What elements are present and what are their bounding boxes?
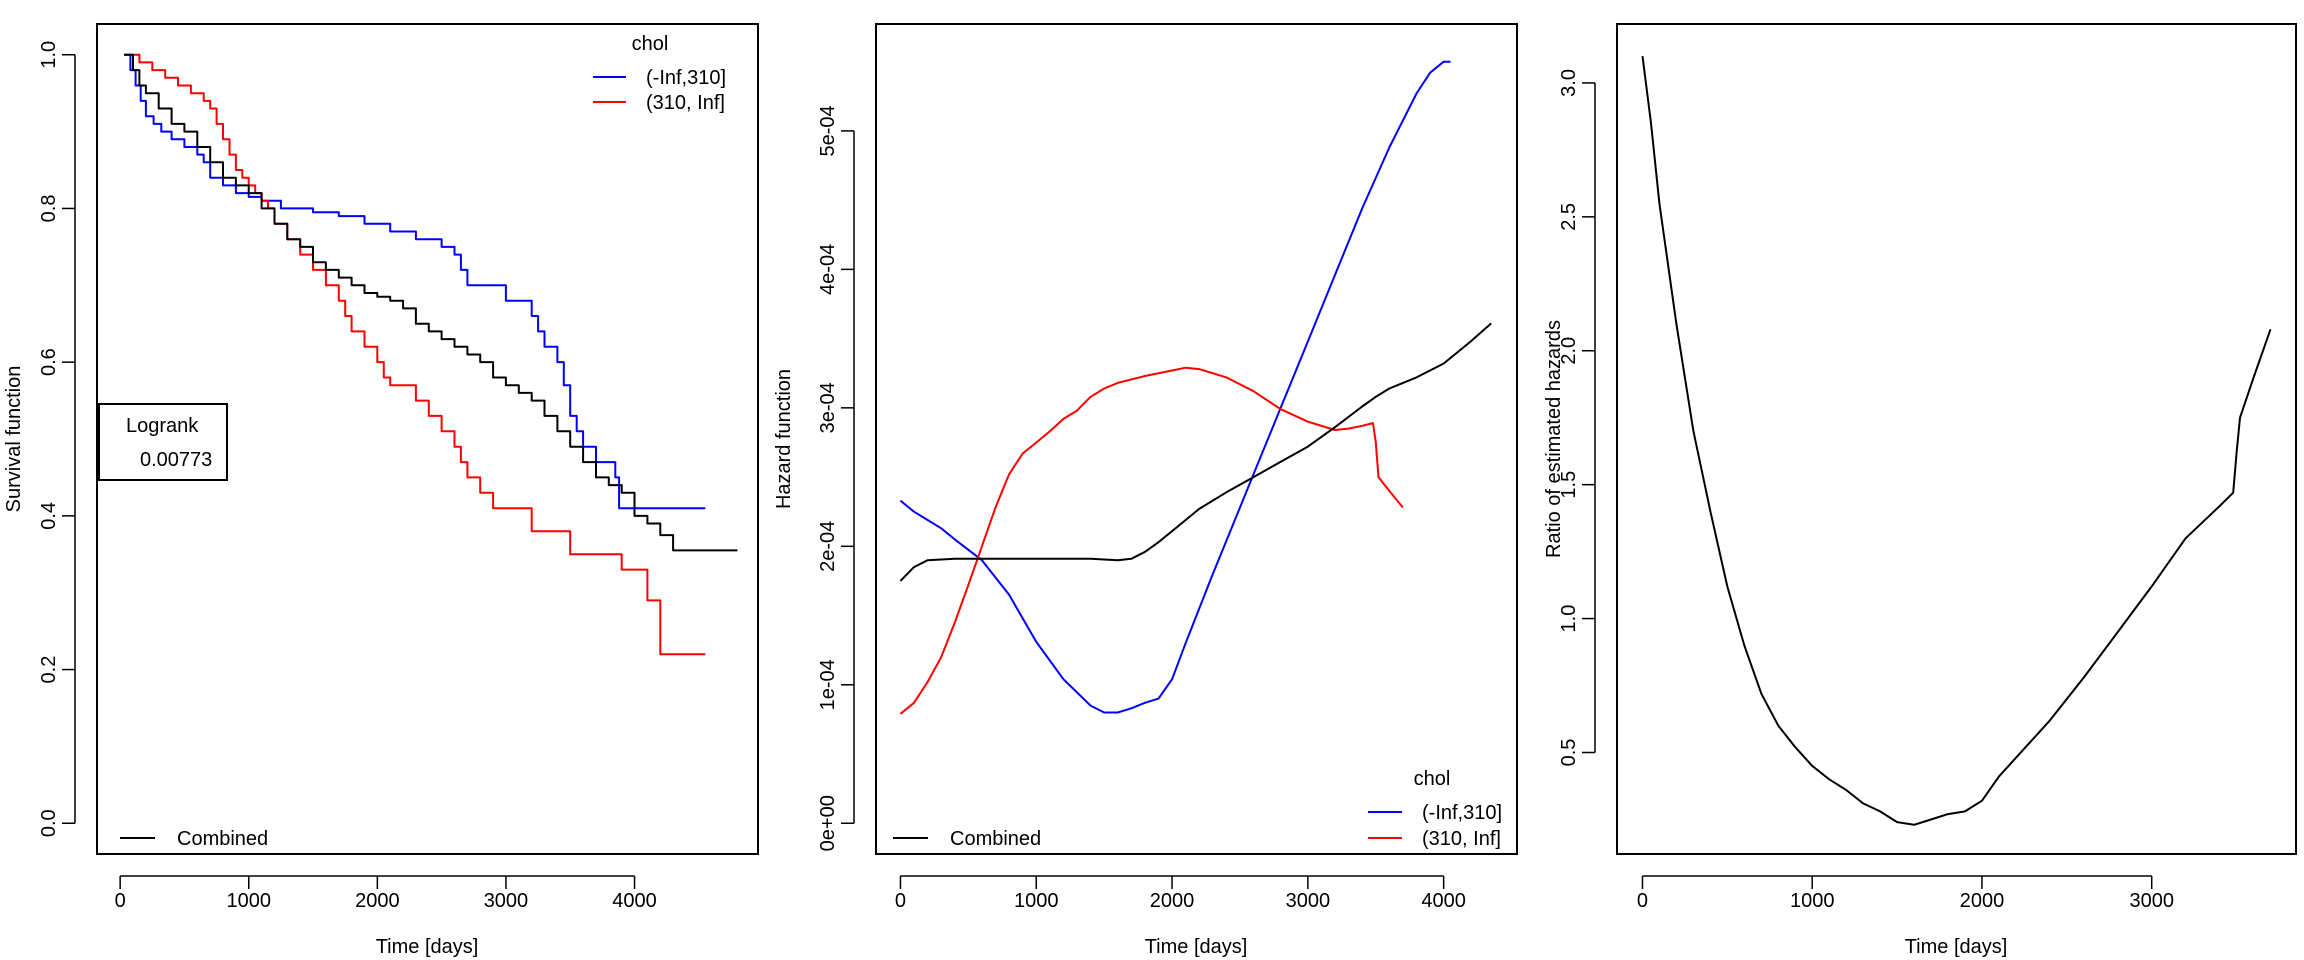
hazard-y-tick-label: 4e-04 (817, 244, 839, 295)
ratio-plot-frame (1616, 23, 2297, 855)
hazard-x-axis-label: Time [days] (1145, 936, 1248, 958)
ratio-x-axis-label: Time [days] (1905, 936, 2008, 958)
hazard-legend: chol (-Inf,310] (310, Inf] (1368, 768, 1502, 850)
hazard-x-tick-label: 1000 (1014, 890, 1059, 912)
survival-x-tick-label: 4000 (612, 890, 657, 912)
ratio-x-tick-label: 0 (1637, 890, 1648, 912)
hazard-plot-area (899, 60, 1492, 715)
survival-legend-label-combined: Combined (177, 828, 268, 850)
ratio-y-axis-label: Ratio of estimated hazards (1543, 320, 1565, 558)
survival-x-tick-label: 3000 (484, 890, 529, 912)
survival-x-axis-label: Time [days] (376, 936, 479, 958)
ratio-x-tick-label: 3000 (2129, 890, 2174, 912)
hazard-x-tick-label: 0 (895, 890, 906, 912)
survival-legend-title: chol (632, 33, 669, 55)
ratio-y-tick-label: 1.5 (1558, 471, 1580, 499)
ratio-plot-area (1641, 55, 2272, 826)
hazard-y-tick-label: 5e-04 (817, 105, 839, 156)
hazard-legend-title: chol (1414, 768, 1451, 790)
survival-x-tick-label: 2000 (355, 890, 400, 912)
hazard-legend-label-high: (310, Inf] (1422, 828, 1501, 850)
survival-x-tick-label: 0 (115, 890, 126, 912)
ratio-y-tick-label: 2.0 (1558, 337, 1580, 365)
survival-axes: 0 1000 2000 3000 4000 0.0 0.2 0.4 0.6 0.8 1.0 (38, 41, 657, 912)
logrank-value: 0.00773 (140, 449, 212, 471)
hazard-legend-combined: Combined (893, 828, 1041, 850)
hazard-y-tick-label: 3e-04 (817, 382, 839, 433)
hazard-y-tick-label: 0e+00 (817, 795, 839, 851)
survival-plot-area (124, 53, 738, 656)
ratio-x-tick-label: 2000 (1960, 890, 2005, 912)
hazard-x-tick-label: 2000 (1150, 890, 1195, 912)
hazard-x-tick-label: 4000 (1421, 890, 1466, 912)
survival-y-tick-label: 0.0 (38, 809, 60, 837)
hazard-legend-label-low: (-Inf,310] (1422, 802, 1502, 824)
ratio-y-tick-label: 1.0 (1558, 605, 1580, 633)
survival-plot-frame (96, 23, 759, 855)
ratio-y-tick-label: 3.0 (1558, 69, 1580, 97)
hazard-axes: 0 1000 2000 3000 4000 0e+00 1e-04 2e-04 3e-04 4e-… (817, 105, 1466, 912)
ratio-axes: 0 1000 2000 3000 0.5 1.0 1.5 2.0 2.5 3.0 (1558, 69, 2174, 912)
ratio-x-tick-label: 1000 (1790, 890, 1835, 912)
hazard-panel: 0 1000 2000 3000 4000 0e+00 1e-04 2e-04 3e-04 4e-… (773, 23, 1518, 958)
survival-legend-label-low: (-Inf,310] (646, 67, 726, 89)
hazard-series-combined (899, 322, 1492, 582)
survival-legend: chol (-Inf,310] (310, Inf] (593, 33, 726, 114)
survival-series-inf-310 (125, 53, 706, 510)
hazard-y-tick-label: 2e-04 (817, 521, 839, 572)
survival-series-310-inf (124, 53, 706, 656)
logrank-title: Logrank (126, 415, 199, 437)
survival-y-axis-label: Survival function (3, 366, 25, 513)
hazard-x-tick-label: 3000 (1286, 890, 1331, 912)
ratio-series-line (1641, 55, 2272, 826)
survival-y-tick-label: 0.8 (38, 195, 60, 223)
survival-y-tick-label: 0.4 (38, 502, 60, 530)
hazard-plot-frame (875, 23, 1518, 855)
hazard-legend-label-combined: Combined (950, 828, 1041, 850)
hazard-y-tick-label: 1e-04 (817, 659, 839, 710)
logrank-box-frame (98, 403, 228, 481)
survival-y-tick-label: 1.0 (38, 41, 60, 69)
ratio-y-tick-label: 2.5 (1558, 203, 1580, 231)
survival-y-tick-label: 0.6 (38, 348, 60, 376)
survival-legend-label-high: (310, Inf] (646, 92, 725, 114)
hazard-series-310-inf (899, 366, 1404, 715)
ratio-y-tick-label: 0.5 (1558, 739, 1580, 767)
hazard-y-axis-label: Hazard function (773, 369, 795, 509)
survival-series-combined (124, 53, 738, 552)
survival-legend-combined: Combined (120, 828, 268, 850)
survival-y-tick-label: 0.2 (38, 656, 60, 684)
survival-x-tick-label: 1000 (226, 890, 271, 912)
logrank-box: Logrank 0.00773 (98, 403, 228, 481)
survival-panel: 0 1000 2000 3000 4000 0.0 0.2 0.4 0.6 0.8 1.0 Time… (3, 23, 759, 958)
hazard-series-inf-310 (899, 60, 1451, 714)
ratio-panel: 0 1000 2000 3000 0.5 1.0 1.5 2.0 2.5 3.0 Time [da… (1543, 23, 2297, 958)
